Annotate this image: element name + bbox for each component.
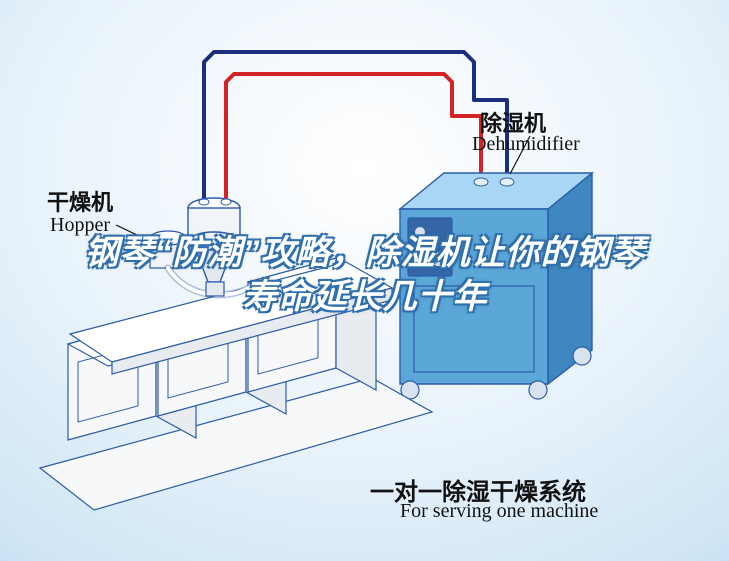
overlay-headline: 钢琴“防潮”攻略，除湿机让你的钢琴寿命延长几十年 [80,232,650,319]
label-system-en: For serving one machine [400,500,598,523]
diagram-root: 干燥机 Hopper 除湿机 Dehumidifier 一对一除湿干燥系统 Fo… [0,0,729,561]
label-dehum-en: Dehumidifier [472,133,580,156]
label-hopper-cn: 干燥机 [47,185,113,217]
inlet [474,178,488,186]
inlet [500,178,514,186]
